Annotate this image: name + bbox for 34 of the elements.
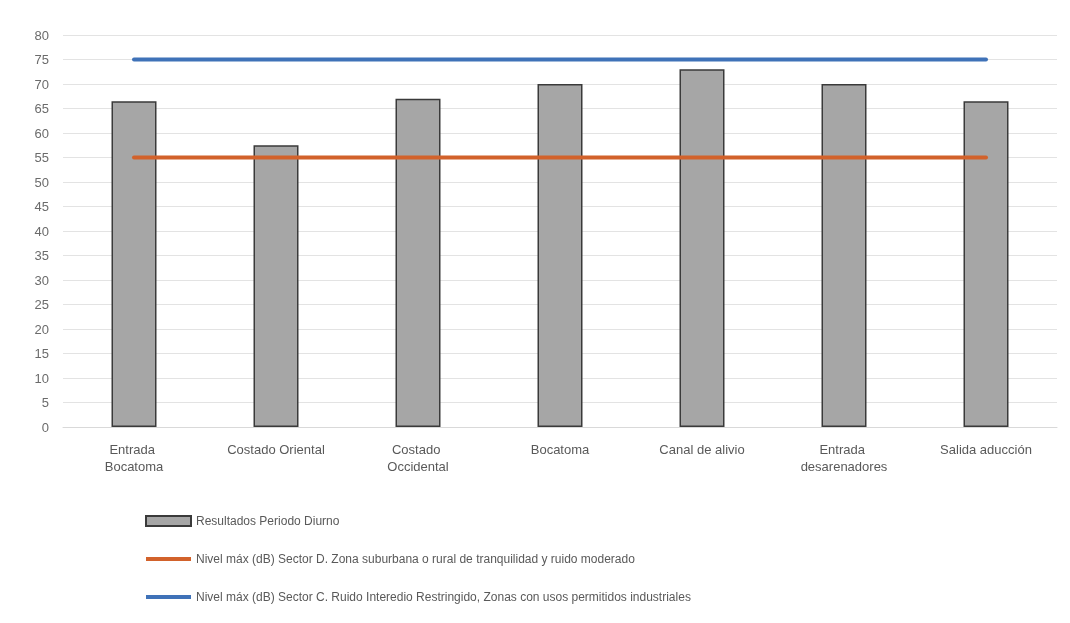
x-tick-label: Salida aducción	[940, 442, 1032, 457]
y-tick-label: 60	[34, 125, 49, 141]
y-tick-label: 80	[34, 27, 49, 43]
x-tick-label: Costado Occidental	[387, 442, 449, 474]
y-tick-label: 40	[34, 223, 49, 239]
bar	[537, 84, 583, 427]
bar	[679, 69, 725, 427]
y-tick-label: 55	[34, 150, 49, 165]
y-tick-label: 50	[34, 174, 49, 190]
legend-label: Nivel máx (dB) Sector D. Zona suburbana o rural de tranquilidad y ruido moderado	[196, 552, 636, 566]
x-tick-label: Bocatoma	[530, 442, 591, 457]
legend-label: Nivel máx (dB) Sector C. Ruido Interedio Restringido, Zonas con usos permitidos industriales	[196, 590, 691, 604]
y-tick-label: 75	[34, 52, 49, 67]
x-tick-label: Costado Oriental	[227, 442, 325, 457]
y-tick-label: 30	[34, 272, 49, 288]
bar	[963, 101, 1009, 427]
y-tick-label: 70	[34, 76, 49, 92]
bar	[253, 145, 299, 427]
y-tick-label: 10	[34, 370, 49, 386]
legend-label: Resultados Periodo Diurno	[196, 514, 340, 528]
y-tick-label: 20	[34, 321, 49, 337]
y-tick-label: 65	[34, 101, 49, 116]
y-tick-label: 5	[41, 395, 49, 410]
x-tick-label: Entrada desarenadores	[800, 442, 888, 474]
x-tick-label: Entrada Bocatoma	[104, 442, 165, 474]
y-tick-label: 45	[34, 199, 49, 214]
x-tick-label: Canal de alivio	[659, 442, 745, 457]
bar	[111, 101, 157, 427]
y-tick-label: 15	[34, 346, 49, 361]
y-tick-label: 35	[34, 248, 49, 263]
y-tick-label: 0	[41, 419, 49, 435]
bar	[395, 98, 441, 427]
y-tick-label: 25	[34, 297, 49, 312]
bar	[821, 84, 867, 427]
